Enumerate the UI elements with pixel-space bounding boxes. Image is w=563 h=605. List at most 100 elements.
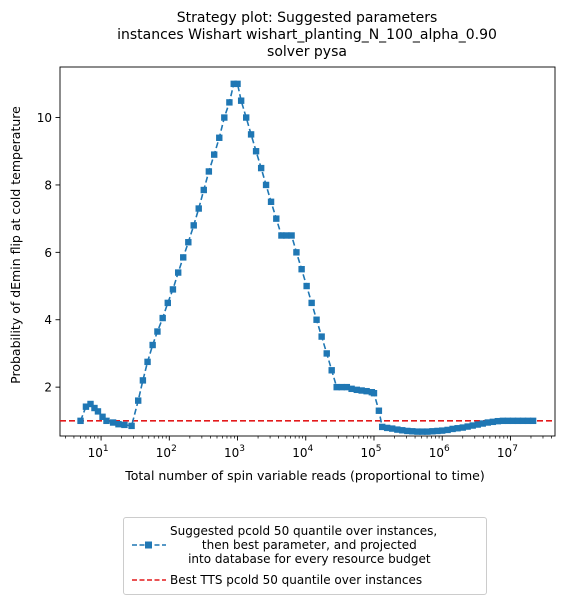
suggested-series-point xyxy=(464,423,471,430)
suggested-series-point xyxy=(379,423,386,431)
suggested-series-point xyxy=(103,417,110,425)
x-tick-label: 104 xyxy=(292,444,313,460)
suggested-series-point xyxy=(216,134,223,141)
suggested-series-point xyxy=(267,198,275,205)
suggested-series-point xyxy=(424,428,431,435)
suggested-series-point xyxy=(358,387,365,394)
suggested-series-point xyxy=(257,164,265,172)
suggested-series-point xyxy=(164,299,171,307)
suggested-series-point xyxy=(439,427,446,434)
suggested-series-point xyxy=(169,286,177,293)
suggested-series-point xyxy=(499,417,507,425)
suggested-series-point xyxy=(514,417,522,425)
suggested-series-point xyxy=(338,383,345,391)
suggested-series-point xyxy=(288,232,295,239)
suggested-series-point xyxy=(444,426,451,434)
suggested-series-point xyxy=(363,387,370,395)
suggested-series-point xyxy=(273,215,280,222)
suggested-series-point xyxy=(454,425,461,432)
suggested-series-point xyxy=(262,181,270,189)
suggested-series-point xyxy=(414,428,421,435)
chart-title-line: instances Wishart wishart_planting_N_100… xyxy=(117,27,497,43)
x-tick-label: 103 xyxy=(224,444,245,460)
suggested-series-point xyxy=(494,417,502,425)
suggested-series-point xyxy=(190,222,197,229)
suggested-series-point xyxy=(115,421,122,428)
suggested-series-point xyxy=(318,333,325,340)
legend-marker-suggested-icon xyxy=(132,541,166,549)
suggested-series-point xyxy=(509,417,517,425)
y-axis-label: Probability of dEmin flip at cold temper… xyxy=(8,106,23,384)
suggested-series-point xyxy=(348,385,355,393)
suggested-series-point xyxy=(434,427,441,435)
chart-title: Strategy plot: Suggested parametersinsta… xyxy=(117,10,497,60)
y-tick-label: 6 xyxy=(44,246,52,260)
legend-label-suggested: Suggested pcold 50 quantile over instanc… xyxy=(170,524,438,566)
legend-item-best-tts: Best TTS pcold 50 quantile over instance… xyxy=(130,573,422,587)
suggested-series-point xyxy=(504,417,512,425)
suggested-series-point xyxy=(278,232,285,239)
x-axis-label: Total number of spin variable reads (pro… xyxy=(124,468,485,483)
suggested-series-point xyxy=(323,350,330,357)
suggested-series-point xyxy=(121,421,128,429)
legend: Suggested pcold 50 quantile over instanc… xyxy=(123,517,487,595)
suggested-series-point xyxy=(449,425,456,433)
suggested-series-point xyxy=(99,413,106,420)
y-tick-label: 8 xyxy=(44,178,52,192)
suggested-series-point xyxy=(370,390,378,397)
legend-label-best-tts: Best TTS pcold 50 quantile over instance… xyxy=(170,573,423,587)
suggested-series-point xyxy=(195,205,202,212)
y-tick-label: 4 xyxy=(44,313,52,327)
suggested-series-point xyxy=(404,427,411,435)
suggested-series-point xyxy=(333,383,340,391)
suggested-series-point xyxy=(226,99,233,106)
suggested-series-point xyxy=(252,148,260,155)
y-axis-ticks: 2 4 6 8 10 xyxy=(37,111,60,395)
series xyxy=(60,80,555,435)
suggested-series-point xyxy=(524,417,532,425)
plot-frame xyxy=(59,66,556,437)
suggested-series-point xyxy=(399,427,406,434)
suggested-series-point xyxy=(82,403,90,410)
x-tick-label: 101 xyxy=(88,444,109,460)
suggested-series-point xyxy=(383,424,391,432)
suggested-series-point xyxy=(529,417,537,425)
suggested-series-point xyxy=(154,328,161,335)
suggested-series-point xyxy=(185,239,192,246)
suggested-series-point xyxy=(87,400,94,408)
suggested-series-point xyxy=(343,383,351,391)
legend-marker-best-tts-icon xyxy=(132,579,166,581)
suggested-series-point xyxy=(328,367,335,374)
suggested-series-point xyxy=(94,408,102,415)
suggested-series-point xyxy=(243,114,250,121)
suggested-series-point xyxy=(313,316,320,323)
suggested-series-point xyxy=(247,131,255,138)
suggested-series-point xyxy=(484,419,492,426)
suggested-series-point xyxy=(353,386,361,394)
suggested-series-point xyxy=(205,168,213,175)
suggested-series-point xyxy=(149,341,156,349)
x-tick-label: 106 xyxy=(429,444,450,460)
legend-item-suggested: Suggested pcold 50 quantile over instanc… xyxy=(130,524,437,566)
axes xyxy=(59,66,556,437)
suggested-series-point xyxy=(419,428,426,435)
suggested-series-point xyxy=(519,417,527,425)
suggested-series-point xyxy=(91,404,98,412)
suggested-series-point xyxy=(109,419,117,426)
x-axis-ticks: 101 102 103 104 105 106 107 xyxy=(65,436,552,460)
suggested-series-point xyxy=(303,282,310,290)
x-tick-label: 102 xyxy=(156,444,177,460)
chart-title-line: solver pysa xyxy=(267,44,347,60)
suggested-series-point xyxy=(144,358,151,366)
suggested-series-point xyxy=(234,80,241,88)
suggested-series-point xyxy=(394,426,401,433)
y-tick-label: 2 xyxy=(44,381,52,395)
suggested-series-point xyxy=(489,418,497,426)
suggested-series-point xyxy=(221,114,228,121)
suggested-series-point xyxy=(210,151,218,158)
suggested-series-point xyxy=(389,425,396,432)
suggested-series-point xyxy=(77,417,84,425)
suggested-series-point xyxy=(237,97,245,104)
suggested-series-point xyxy=(469,422,476,429)
suggested-series-point xyxy=(308,299,315,307)
